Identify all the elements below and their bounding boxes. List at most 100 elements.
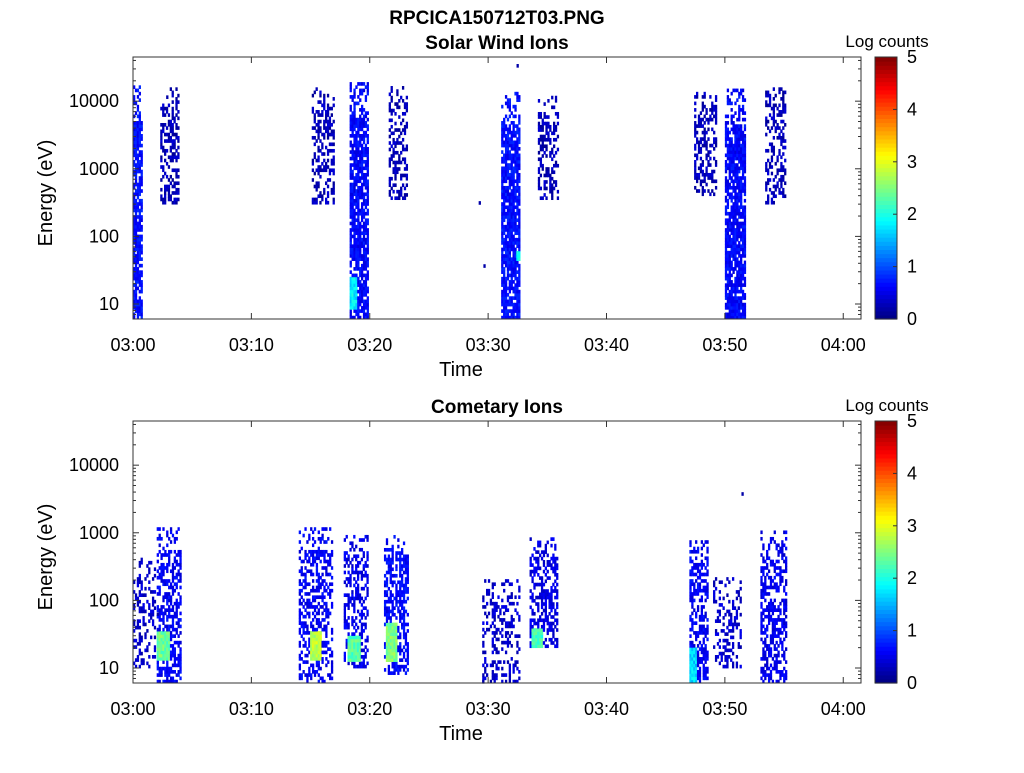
heatmap-cell xyxy=(557,112,559,116)
heatmap-cell xyxy=(303,560,305,564)
heatmap-cell xyxy=(316,566,318,570)
heatmap-cell xyxy=(308,560,310,564)
heatmap-cell xyxy=(363,82,365,86)
heatmap-cell xyxy=(507,170,509,174)
heatmap-cell xyxy=(321,605,323,609)
heatmap-cell xyxy=(320,625,322,629)
heatmap-cell xyxy=(780,142,782,146)
heatmap-cell xyxy=(557,196,559,200)
heatmap-cell xyxy=(514,134,516,138)
heatmap-cell xyxy=(314,673,316,677)
heatmap-cell xyxy=(144,610,146,614)
heatmap-cell xyxy=(321,198,323,202)
heatmap-cell xyxy=(179,586,181,590)
heatmap-cell xyxy=(553,187,555,191)
heatmap-cell xyxy=(518,95,520,99)
heatmap-cell xyxy=(744,137,746,141)
heatmap-cell xyxy=(744,98,746,102)
heatmap-cell xyxy=(769,188,771,192)
heatmap-cell xyxy=(729,218,731,222)
heatmap-cell xyxy=(518,280,520,284)
heatmap-cell xyxy=(304,615,306,619)
heatmap-cell xyxy=(359,248,361,252)
heatmap-cell xyxy=(366,574,368,578)
heatmap-cell xyxy=(154,600,156,604)
y-tick-label: 100 xyxy=(89,226,119,246)
heatmap-cell xyxy=(398,135,400,139)
heatmap-cell xyxy=(531,579,533,583)
heatmap-cell xyxy=(154,655,156,659)
heatmap-cell xyxy=(516,261,518,265)
heatmap-cell xyxy=(320,586,322,590)
heatmap-cell xyxy=(318,612,320,616)
heatmap-cell xyxy=(731,199,733,203)
heatmap-cell xyxy=(353,111,355,115)
heatmap-cell xyxy=(366,538,368,542)
heatmap-cell xyxy=(327,110,329,114)
heatmap-cell xyxy=(540,187,542,191)
heatmap-cell xyxy=(318,660,320,664)
heatmap-cell xyxy=(738,228,740,232)
colorbar-segment xyxy=(875,127,897,132)
heatmap-cell xyxy=(146,564,148,568)
heatmap-cell xyxy=(715,115,717,119)
heatmap-cell xyxy=(392,131,394,135)
heatmap-cell xyxy=(347,616,349,620)
heatmap-cell xyxy=(501,251,503,255)
heatmap-cell xyxy=(407,590,409,594)
heatmap-cell xyxy=(518,254,520,258)
heatmap-cell xyxy=(725,209,727,213)
heatmap-cell xyxy=(404,131,406,135)
heatmap-cell xyxy=(550,638,552,642)
heatmap-cell xyxy=(162,129,164,133)
heatmap-cell xyxy=(773,107,775,111)
heatmap-cell xyxy=(172,586,174,590)
heatmap-cell xyxy=(705,147,707,151)
heatmap-cell xyxy=(325,198,327,202)
heatmap-cell xyxy=(541,612,543,616)
heatmap-cell xyxy=(769,129,771,133)
heatmap-cell xyxy=(352,170,354,174)
heatmap-cell xyxy=(352,196,354,200)
heatmap-cell xyxy=(731,102,733,106)
heatmap-cell xyxy=(732,270,734,274)
heatmap-cell xyxy=(395,632,397,636)
heatmap-cell xyxy=(331,113,333,117)
heatmap-cell xyxy=(497,651,499,655)
heatmap-cell xyxy=(507,644,509,648)
heatmap-cell xyxy=(479,201,481,205)
heatmap-cell xyxy=(554,579,556,583)
heatmap-cell xyxy=(304,644,306,648)
heatmap-cell xyxy=(744,186,746,190)
heatmap-cell xyxy=(518,199,520,203)
heatmap-cell xyxy=(539,544,541,548)
heatmap-cell xyxy=(179,573,181,577)
heatmap-cell xyxy=(556,567,558,571)
heatmap-cell xyxy=(511,592,513,596)
heatmap-cell xyxy=(350,108,352,112)
heatmap-cell xyxy=(738,115,740,119)
heatmap-cell xyxy=(740,196,742,200)
heatmap-cell xyxy=(744,160,746,164)
heatmap-cell xyxy=(407,574,409,578)
heatmap-cell xyxy=(141,306,143,310)
heatmap-cell xyxy=(704,105,706,109)
heatmap-cell xyxy=(403,613,405,617)
heatmap-cell xyxy=(299,628,301,632)
x-tick-label: 03:40 xyxy=(584,335,629,355)
heatmap-cell xyxy=(367,251,369,255)
heatmap-cell xyxy=(405,639,407,643)
heatmap-cell xyxy=(729,173,731,177)
heatmap-cell xyxy=(350,238,352,242)
heatmap-cell xyxy=(164,191,166,195)
heatmap-cell xyxy=(367,306,369,310)
heatmap-cell xyxy=(353,108,355,112)
heatmap-cell xyxy=(482,641,484,645)
heatmap-cell xyxy=(299,654,301,658)
heatmap-cell xyxy=(146,629,148,633)
heatmap-cell xyxy=(482,644,484,648)
heatmap-cell xyxy=(144,632,146,636)
heatmap-cell xyxy=(700,150,702,154)
heatmap-cell xyxy=(780,162,782,166)
